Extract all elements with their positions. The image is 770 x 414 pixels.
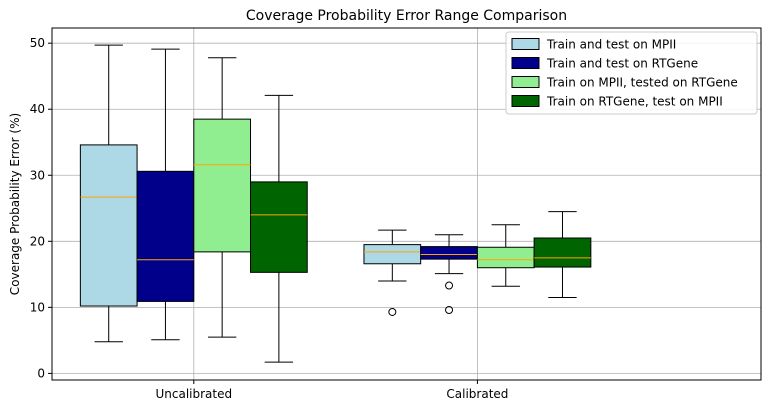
legend-label-rtgene-mpii: Train on RTGene, test on MPII	[546, 95, 723, 109]
box	[476, 246, 535, 269]
y-tick-label: 0	[37, 366, 45, 380]
box-layer	[79, 44, 592, 363]
box	[136, 170, 195, 302]
box	[79, 144, 138, 307]
outlier-point	[388, 307, 397, 316]
y-tick-label: 30	[30, 168, 45, 182]
y-tick-label: 40	[30, 102, 45, 116]
legend-swatch-mpii	[511, 38, 540, 50]
outlier-point	[445, 281, 454, 290]
legend: Train and test on MPII Train and test on…	[505, 31, 758, 115]
legend-frame	[505, 31, 758, 115]
chart-title: Coverage Probability Error Range Compari…	[246, 8, 567, 24]
legend-label-mpii-rtgene: Train on MPII, tested on RTGene	[546, 76, 738, 90]
box	[193, 118, 252, 253]
legend-swatch-mpii-rtgene	[511, 76, 540, 88]
y-tick-label: 20	[30, 234, 45, 248]
box	[420, 246, 478, 260]
legend-label-mpii: Train and test on MPII	[546, 38, 676, 52]
y-tick-label: 50	[30, 36, 45, 50]
y-axis-label: Coverage Probability Error (%)	[8, 113, 22, 295]
box	[533, 237, 592, 268]
x-tick-label: Calibrated	[446, 387, 508, 401]
axis-layer: 0 10 20 30 40 50 Uncalibrated Calibrated	[30, 36, 509, 401]
plot-frame	[51, 27, 762, 381]
legend-swatch-rtgene-mpii	[511, 95, 540, 107]
legend-label-rtgene: Train and test on RTGene	[546, 57, 698, 71]
box	[250, 181, 308, 273]
legend-swatch-rtgene	[511, 57, 540, 69]
x-tick-label: Uncalibrated	[155, 387, 232, 401]
y-tick-label: 10	[30, 300, 45, 314]
box	[363, 244, 422, 265]
outlier-point	[445, 305, 454, 314]
